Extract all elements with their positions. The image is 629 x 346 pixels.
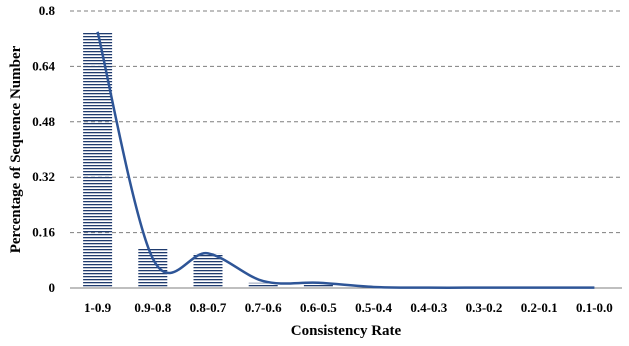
x-tick-label: 0.4-0.3 — [410, 300, 447, 315]
y-tick-label: 0.32 — [32, 169, 55, 184]
x-tick-label: 0.6-0.5 — [300, 300, 337, 315]
y-axis-title: Percentage of Sequence Number — [8, 45, 24, 253]
bar-0.7-0.6 — [248, 282, 278, 288]
trend-line-group — [96, 31, 595, 289]
y-tick-label: 0.64 — [32, 58, 55, 73]
bar-1-0.9 — [83, 31, 113, 289]
x-axis-title: Consistency Rate — [291, 323, 402, 339]
x-tick-label: 0.7-0.6 — [245, 300, 282, 315]
x-tick-label: 0.2-0.1 — [521, 300, 558, 315]
y-axis-ticks: 0 0.16 0.32 0.48 0.64 0.8 — [32, 3, 55, 295]
x-tick-label: 0.3-0.2 — [466, 300, 503, 315]
bar-0.9-0.8 — [138, 248, 168, 288]
y-tick-label: 0 — [49, 280, 56, 295]
x-tick-label: 0.5-0.4 — [355, 300, 392, 315]
bars — [83, 31, 609, 289]
y-tick-label: 0.8 — [39, 3, 56, 18]
x-tick-label: 0.8-0.7 — [190, 300, 227, 315]
bar-0.6-0.5 — [303, 282, 333, 288]
y-tick-label: 0.48 — [32, 114, 55, 129]
x-tick-label: 0.9-0.8 — [134, 300, 171, 315]
x-tick-label: 0.1-0.0 — [576, 300, 613, 315]
x-tick-label: 1-0.9 — [84, 300, 112, 315]
gridlines — [70, 10, 622, 289]
bar-0.8-0.7 — [193, 253, 223, 288]
y-tick-label: 0.16 — [32, 225, 55, 240]
trend-line — [96, 31, 595, 289]
x-axis-ticks: 1-0.9 0.9-0.8 0.8-0.7 0.7-0.6 0.6-0.5 0.5-0.4… — [84, 300, 613, 315]
